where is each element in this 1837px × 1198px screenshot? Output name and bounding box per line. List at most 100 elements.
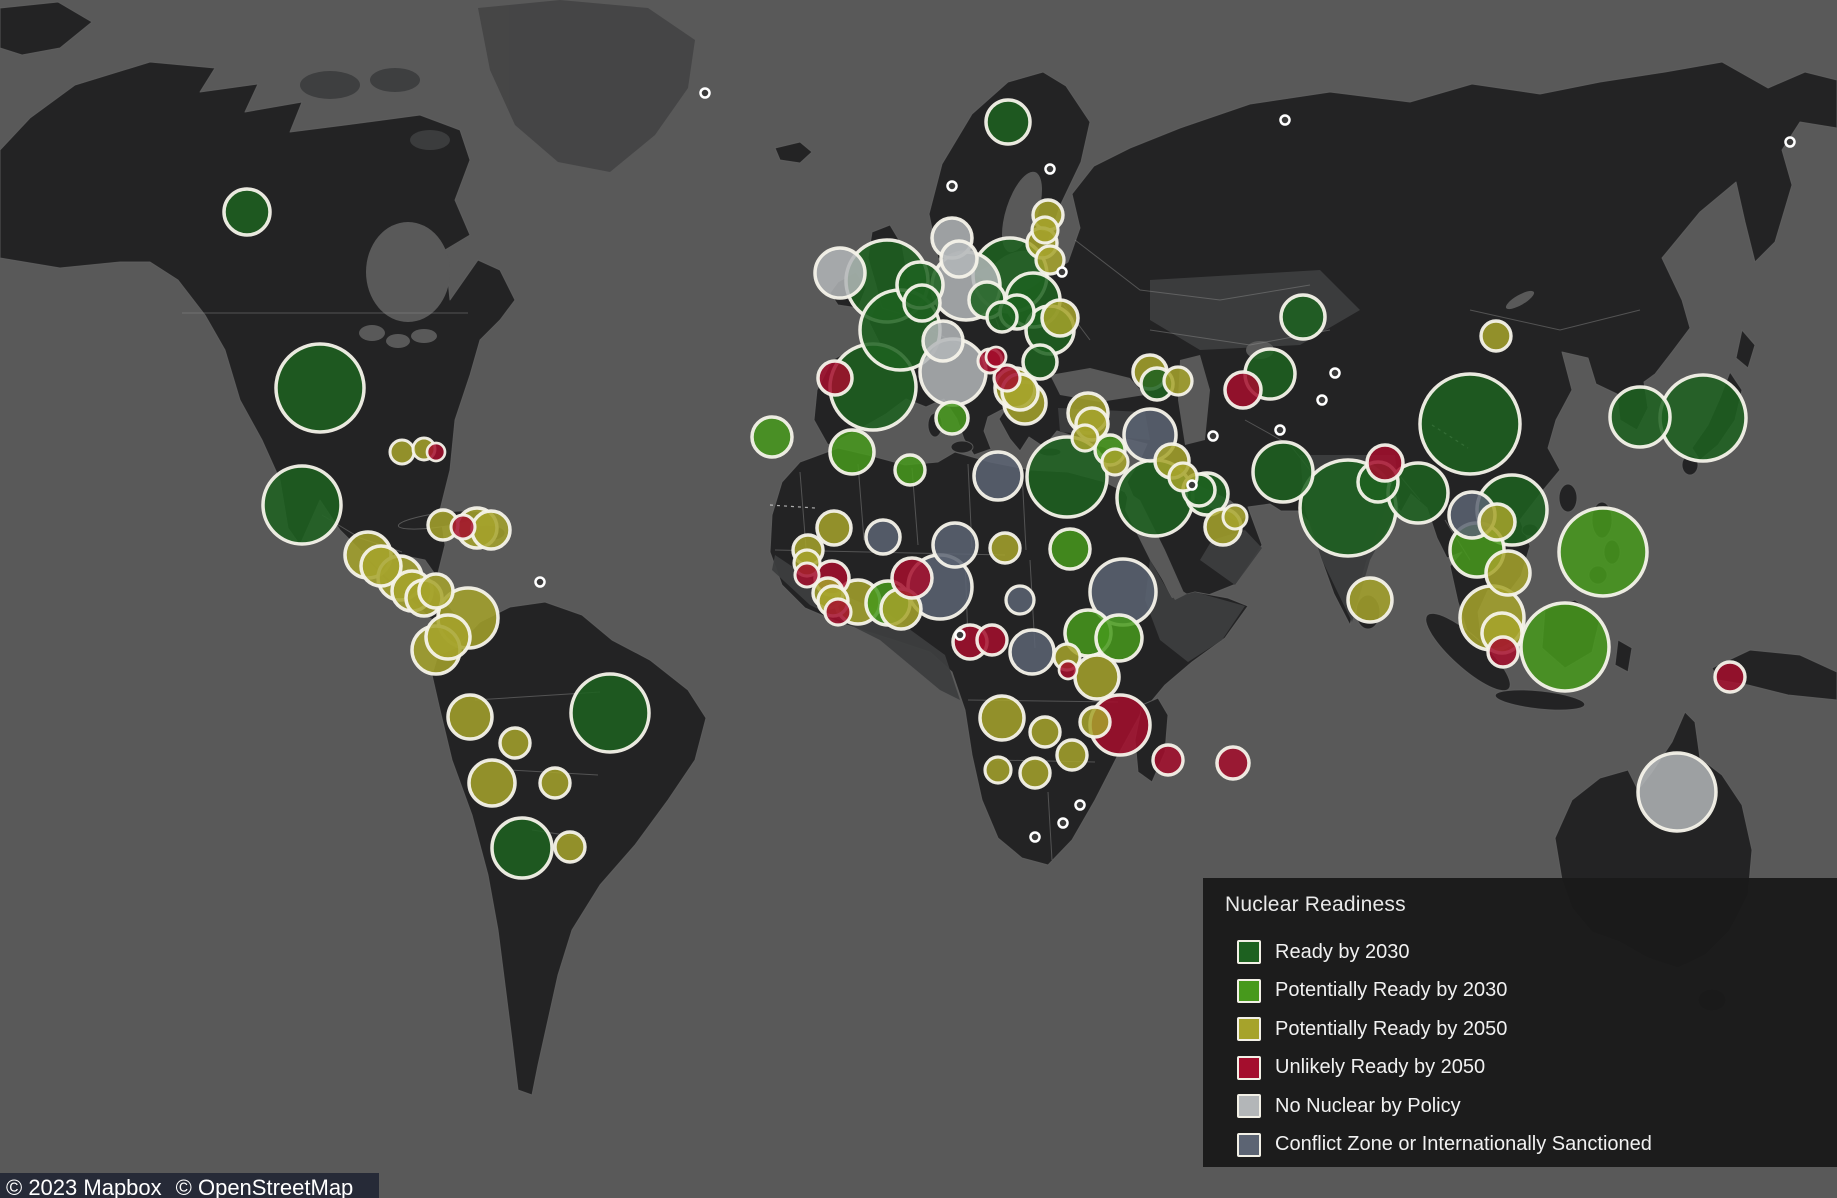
map-marker-dot[interactable] [1044,163,1056,175]
map-marker-potential_2050[interactable] [498,726,532,760]
map-marker-ready_2030[interactable] [569,672,651,754]
map-marker-conflict[interactable] [864,518,902,556]
legend-item[interactable]: Ready by 2030 [1215,933,1837,972]
map-marker-unlikely_2050[interactable] [1223,370,1263,410]
map-marker-no_nuclear[interactable] [939,239,979,279]
map-marker-potential_2050[interactable] [1028,715,1062,749]
map-marker-potential_2050[interactable] [1055,738,1089,772]
map-marker-unlikely_2050[interactable] [823,597,853,627]
map-marker-unlikely_2050[interactable] [890,556,934,600]
map-marker-potential_2050[interactable] [1162,365,1194,397]
map-marker-potential_2050[interactable] [1100,447,1130,477]
map-marker-ready_2030[interactable] [490,816,554,880]
map-marker-dot[interactable] [1274,424,1286,436]
map-marker-no_nuclear[interactable] [921,319,965,363]
map-marker-ready_2030[interactable] [1418,372,1522,476]
map-marker-ready_2030[interactable] [222,187,272,237]
map-marker-ready_2030[interactable] [1025,435,1109,519]
map-marker-unlikely_2050[interactable] [1713,660,1747,694]
map-marker-potential_2050[interactable] [553,830,587,864]
map-marker-potential_2050[interactable] [1477,502,1517,542]
map-marker-no_nuclear[interactable] [1636,751,1718,833]
map-marker-potential_2030[interactable] [1557,506,1649,598]
map-marker-dot[interactable] [1056,266,1068,278]
map-marker-ready_2030[interactable] [1279,293,1327,341]
map-marker-potential_2050[interactable] [359,544,403,588]
map-marker-potential_2050[interactable] [424,613,472,661]
map-marker-unlikely_2050[interactable] [425,441,447,463]
map-marker-potential_2030[interactable] [934,400,970,436]
map-marker-unlikely_2050[interactable] [1486,635,1520,669]
map-marker-potential_2050[interactable] [1073,653,1121,701]
map-marker-potential_2050[interactable] [1030,215,1060,245]
map-marker-potential_2050[interactable] [467,758,517,808]
map-marker-ready_2030[interactable] [1021,343,1059,381]
map-marker-unlikely_2050[interactable] [1151,743,1185,777]
map-marker-potential_2030[interactable] [1048,527,1092,571]
map-marker-dot[interactable] [1279,114,1291,126]
map-marker-potential_2050[interactable] [1479,319,1513,353]
map-marker-unlikely_2050[interactable] [1215,745,1251,781]
map-marker-potential_2030[interactable] [893,453,927,487]
map-marker-dot[interactable] [1029,831,1041,843]
map-marker-potential_2030[interactable] [828,428,876,476]
map-marker-conflict[interactable] [1008,628,1056,676]
map-marker-ready_2030[interactable] [1608,385,1672,449]
map-marker-potential_2050[interactable] [1034,244,1066,276]
map-marker-unlikely_2050[interactable] [975,623,1009,657]
map-marker-dot[interactable] [1329,367,1341,379]
map-marker-unlikely_2050[interactable] [992,363,1022,393]
map-marker-dot[interactable] [1186,479,1198,491]
map-marker-dot[interactable] [1316,394,1328,406]
map-marker-potential_2030[interactable] [1094,613,1144,663]
map-marker-dot[interactable] [534,576,546,588]
map-marker-ready_2030[interactable] [985,300,1019,334]
map-marker-dot[interactable] [954,629,966,641]
legend-item[interactable]: Unlikely Ready by 2050 [1215,1049,1837,1088]
map-marker-ready_2030[interactable] [274,342,366,434]
map-marker-ready_2030[interactable] [984,98,1032,146]
map-marker-potential_2030[interactable] [750,415,794,459]
map-marker-ready_2030[interactable] [1251,440,1315,504]
map-marker-potential_2050[interactable] [1484,549,1532,597]
map-marker-potential_2050[interactable] [815,509,853,547]
map-marker-potential_2050[interactable] [417,572,455,610]
map-marker-unlikely_2050[interactable] [984,345,1008,369]
map-marker-unlikely_2050[interactable] [1057,659,1079,681]
attribution-link[interactable]: © OpenStreetMap [175,1175,354,1198]
legend-item[interactable]: No Nuclear by Policy [1215,1087,1837,1126]
map-marker-potential_2050[interactable] [446,693,494,741]
map-marker-unlikely_2050[interactable] [816,359,854,397]
map-marker-no_nuclear[interactable] [813,246,867,300]
legend-item[interactable]: Potentially Ready by 2030 [1215,972,1837,1011]
map-marker-dot[interactable] [699,87,711,99]
map-marker-unlikely_2050[interactable] [449,513,477,541]
map-marker-ready_2030[interactable] [1658,373,1748,463]
map-marker-dot[interactable] [946,180,958,192]
map-marker-ready_2030[interactable] [902,283,942,323]
map-marker-potential_2050[interactable] [978,694,1026,742]
map-marker-potential_2050[interactable] [1018,756,1052,790]
map-marker-potential_2050[interactable] [1040,298,1080,338]
map-marker-ready_2030[interactable] [261,464,343,546]
map-marker-potential_2050[interactable] [538,766,572,800]
map-marker-potential_2050[interactable] [983,755,1013,785]
map-marker-potential_2050[interactable] [1070,423,1100,453]
map-marker-potential_2050[interactable] [1078,705,1112,739]
map-marker-unlikely_2050[interactable] [793,561,821,589]
map-marker-conflict[interactable] [1004,584,1036,616]
map-marker-potential_2050[interactable] [988,531,1022,565]
map-marker-dot[interactable] [1207,430,1219,442]
map-marker-potential_2050[interactable] [388,438,416,466]
map-marker-potential_2050[interactable] [1346,576,1394,624]
map-marker-potential_2030[interactable] [1519,601,1611,693]
map-marker-dot[interactable] [1057,817,1069,829]
map-marker-conflict[interactable] [931,521,979,569]
map-marker-potential_2050[interactable] [470,509,512,551]
legend-item[interactable]: Conflict Zone or Internationally Sanctio… [1215,1126,1837,1165]
map-marker-conflict[interactable] [972,450,1024,502]
map-marker-dot[interactable] [1074,799,1086,811]
attribution-link[interactable]: © 2023 Mapbox [6,1175,162,1198]
map-marker-unlikely_2050[interactable] [1365,443,1405,483]
